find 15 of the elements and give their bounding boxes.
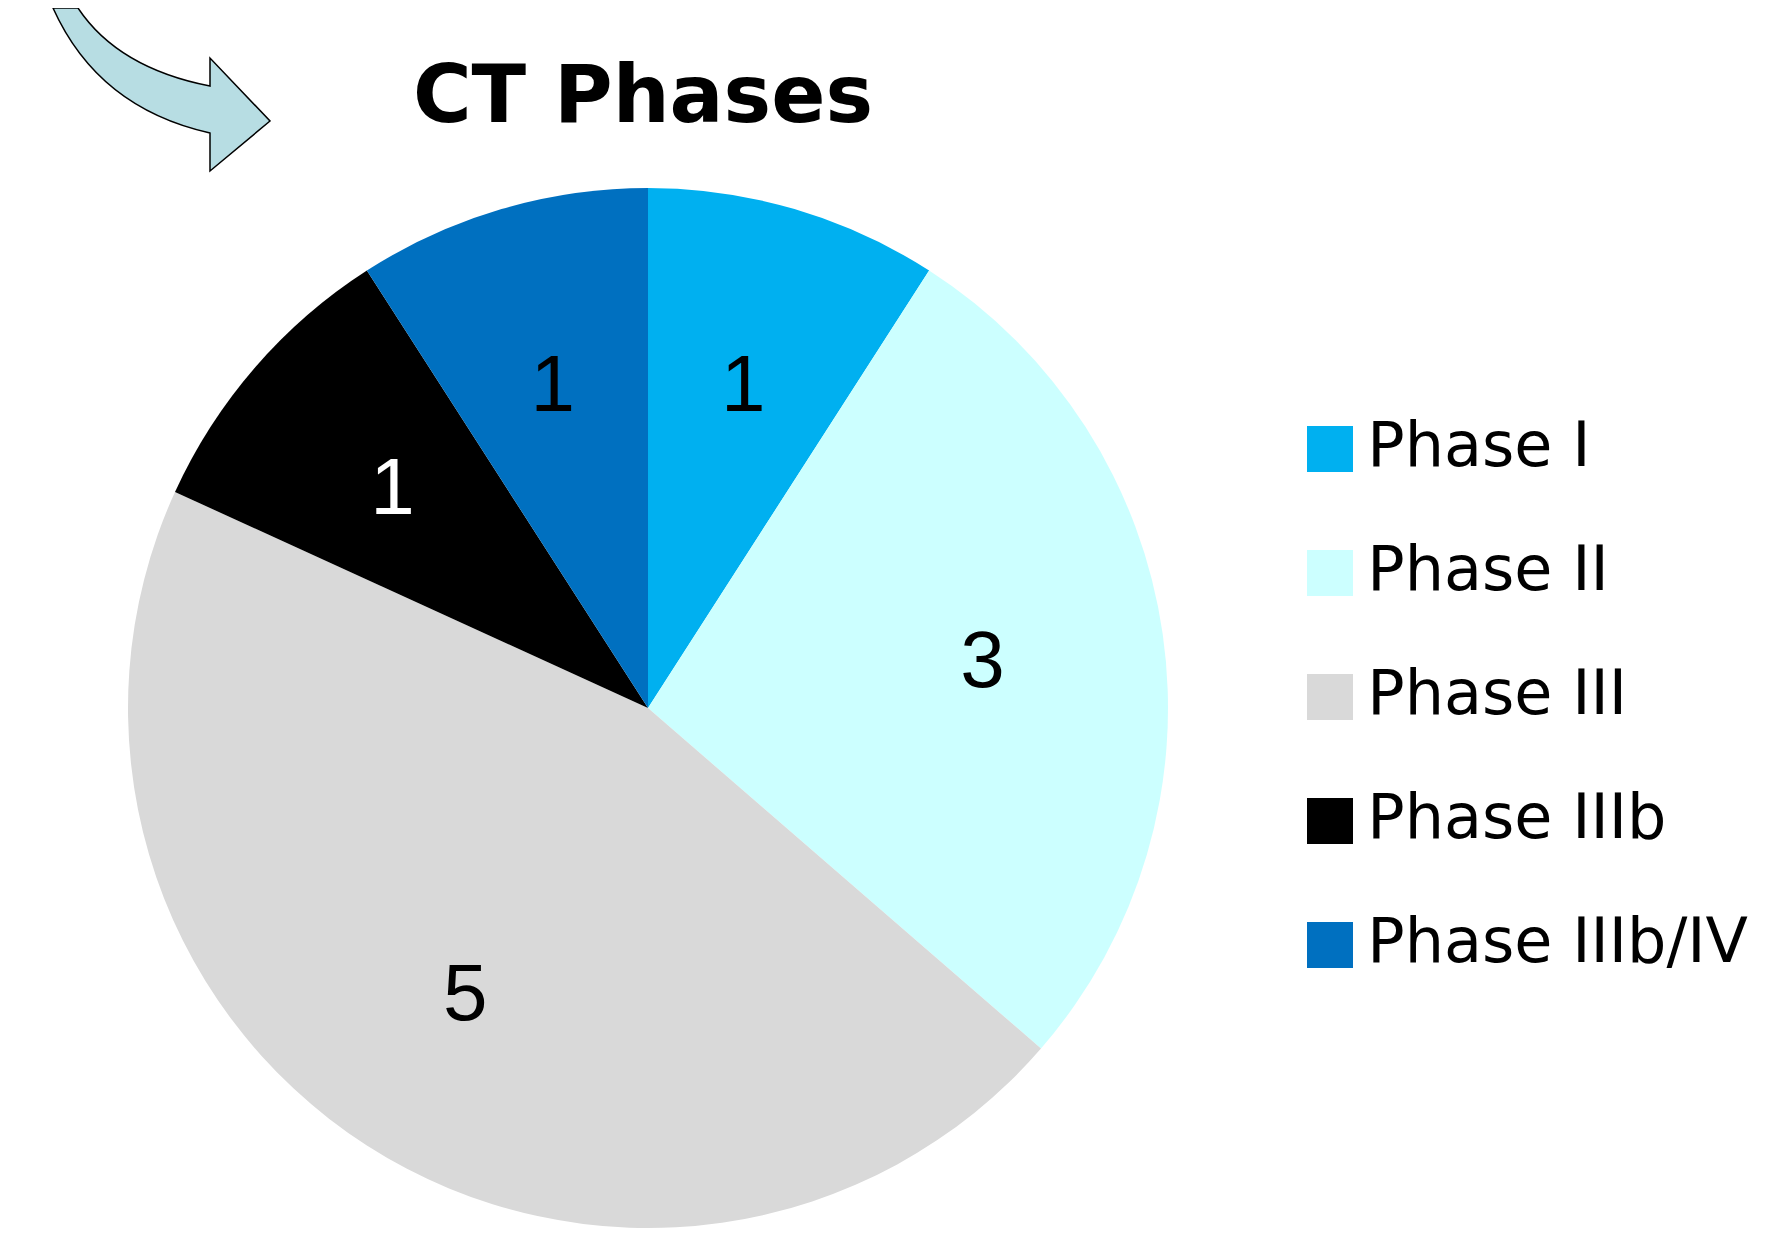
pie-slice xyxy=(174,270,648,708)
data-label: 1 xyxy=(720,339,766,429)
legend-label: Phase I xyxy=(1367,408,1591,481)
pie-slice xyxy=(366,188,648,708)
pie-slice xyxy=(648,270,1168,1049)
data-label: 5 xyxy=(443,947,488,1037)
legend-label: Phase II xyxy=(1367,532,1609,605)
data-label: 1 xyxy=(370,442,415,532)
legend-label: Phase III xyxy=(1367,656,1628,729)
chart-title: CT Phases xyxy=(411,48,875,141)
pie-slice xyxy=(648,188,930,708)
legend-label: Phase IIIb/IV xyxy=(1367,904,1748,977)
legend-label: Phase IIIb xyxy=(1367,780,1667,853)
data-label: 1 xyxy=(530,339,576,429)
data-label: 3 xyxy=(960,615,1005,705)
